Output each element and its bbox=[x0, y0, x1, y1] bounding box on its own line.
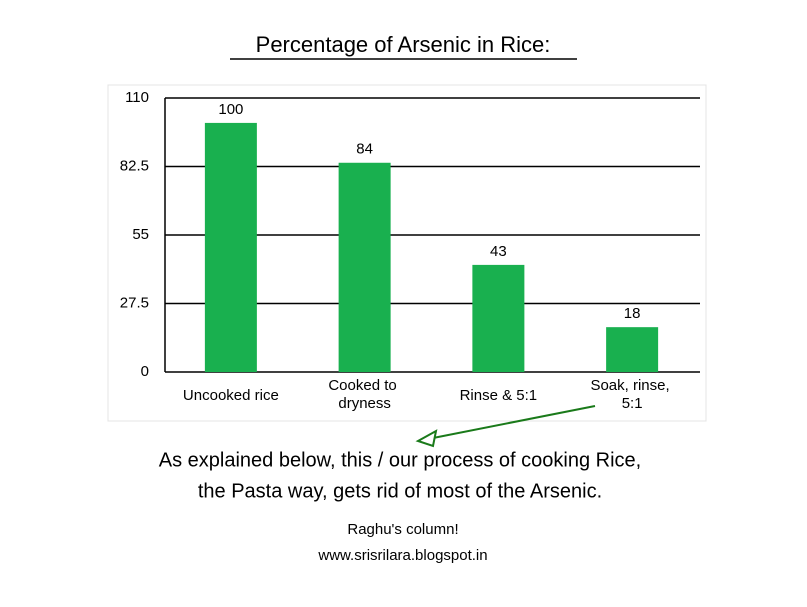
footer: Raghu's column! bbox=[347, 521, 458, 538]
value-label: 43 bbox=[490, 243, 507, 260]
bar bbox=[606, 327, 659, 372]
bar bbox=[338, 162, 391, 372]
bar bbox=[472, 264, 525, 372]
footer: www.srisrilara.blogspot.in bbox=[317, 547, 487, 564]
chart-title: Percentage of Arsenic in Rice: bbox=[256, 32, 551, 57]
annotation: As explained below, this / our process o… bbox=[159, 449, 641, 471]
arrow bbox=[427, 405, 596, 440]
value-label: 18 bbox=[624, 305, 641, 322]
value-label: 100 bbox=[218, 101, 243, 118]
x-tick-label: Uncooked rice bbox=[183, 387, 279, 404]
bar bbox=[204, 122, 257, 372]
annotation: the Pasta way, gets rid of most of the A… bbox=[198, 480, 602, 502]
value-label: 84 bbox=[356, 141, 373, 158]
y-tick-label: 82.5 bbox=[120, 157, 149, 174]
x-tick-label: Rinse & 5:1 bbox=[460, 387, 538, 404]
arrow-head bbox=[415, 429, 438, 448]
x-tick-label: Soak, rinse, 5:1 bbox=[590, 377, 673, 412]
y-tick-label: 110 bbox=[125, 89, 149, 106]
y-tick-label: 0 bbox=[141, 363, 149, 380]
x-tick-label: Cooked to dryness bbox=[328, 377, 401, 412]
y-tick-label: 27.5 bbox=[120, 294, 149, 311]
y-tick-label: 55 bbox=[132, 226, 149, 243]
